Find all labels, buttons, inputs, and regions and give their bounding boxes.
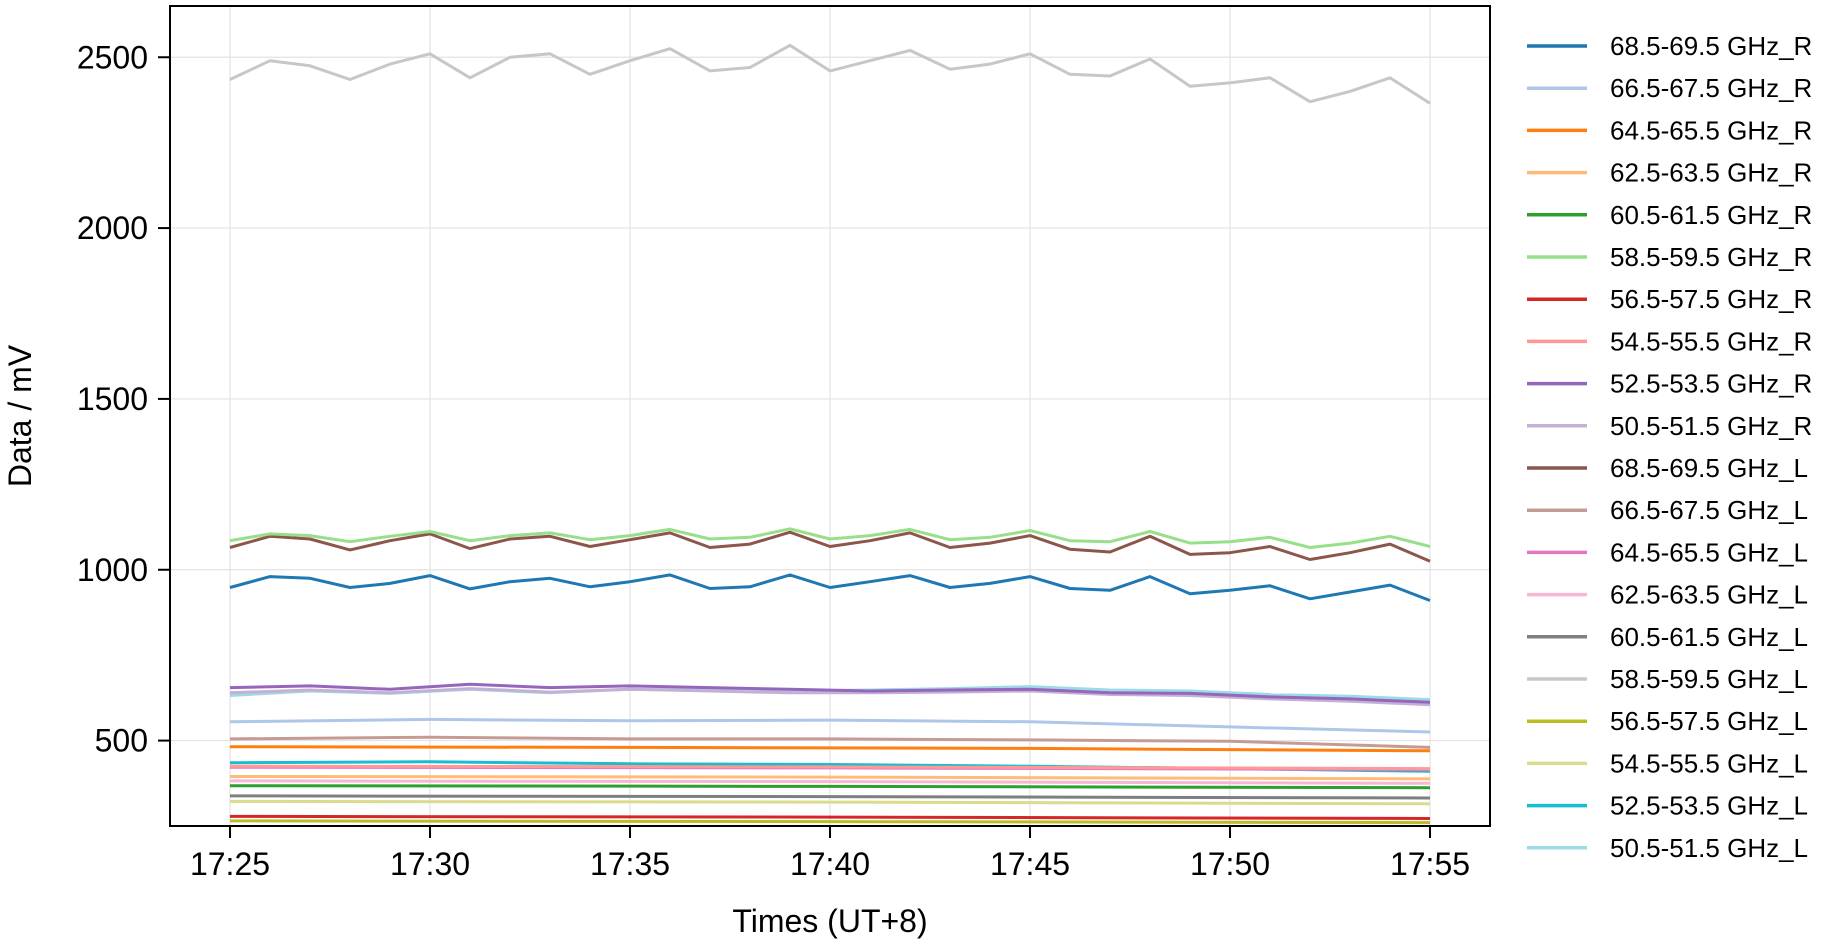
x-tick-label: 17:40 [790,846,870,882]
legend-label-11: 66.5-67.5 GHz_L [1610,495,1808,525]
legend: 68.5-69.5 GHz_R 66.5-67.5 GHz_R 64.5-65.5 … [1527,31,1812,863]
x-tick-label: 17:30 [390,846,470,882]
x-tick-label: 17:35 [590,846,670,882]
series-line-15 [229,43,1431,105]
series-line-7 [229,764,1431,771]
series-line-0 [229,573,1431,602]
series-line-11 [229,735,1431,749]
legend-label-8: 52.5-53.5 GHz_R [1610,369,1812,399]
grid-lines [170,6,1490,826]
y-tick-label: 1000 [77,552,148,588]
series-line-1 [229,717,1431,734]
legend-label-2: 64.5-65.5 GHz_R [1610,115,1812,145]
series-line-13 [229,779,1431,785]
legend-label-6: 56.5-57.5 GHz_R [1610,284,1812,314]
legend-label-18: 52.5-53.5 GHz_L [1610,791,1808,821]
y-tick-label: 2000 [77,210,148,246]
y-tick-label: 500 [95,723,148,759]
y-axis: 500 1000 1500 2000 2500 [77,39,170,759]
y-tick-label: 1500 [77,381,148,417]
series-line-5 [229,527,1431,549]
series-line-3 [229,775,1431,781]
legend-label-19: 50.5-51.5 GHz_L [1610,833,1808,863]
legend-label-14: 60.5-61.5 GHz_L [1610,622,1808,652]
y-tick-label: 2500 [77,39,148,75]
legend-label-1: 66.5-67.5 GHz_R [1610,73,1812,103]
legend-label-4: 60.5-61.5 GHz_R [1610,200,1812,230]
legend-label-0: 68.5-69.5 GHz_R [1610,31,1812,61]
series-line-17 [229,799,1431,806]
legend-label-15: 58.5-59.5 GHz_L [1610,664,1808,694]
legend-label-12: 64.5-65.5 GHz_L [1610,537,1808,567]
series-line-2 [229,745,1431,753]
x-tick-label: 17:55 [1390,846,1470,882]
x-axis: 17:25 17:30 17:35 17:40 17:45 17:50 17:55 [190,826,1470,882]
legend-label-10: 68.5-69.5 GHz_L [1610,453,1808,483]
x-tick-label: 17:25 [190,846,270,882]
x-tick-label: 17:45 [990,846,1070,882]
legend-label-5: 58.5-59.5 GHz_R [1610,242,1812,272]
legend-label-16: 56.5-57.5 GHz_L [1610,706,1808,736]
series-line-4 [229,784,1431,790]
legend-label-17: 54.5-55.5 GHz_L [1610,748,1808,778]
series-line-6 [229,814,1431,820]
x-axis-title: Times (UT+8) [732,903,927,939]
legend-label-9: 50.5-51.5 GHz_R [1610,411,1812,441]
x-tick-label: 17:50 [1190,846,1270,882]
series-line-8 [229,682,1431,704]
legend-label-7: 54.5-55.5 GHz_R [1610,326,1812,356]
series-line-9 [229,687,1431,707]
series-layer [229,43,1431,825]
series-line-16 [229,819,1431,825]
series-line-14 [229,794,1431,800]
legend-label-13: 62.5-63.5 GHz_L [1610,580,1808,610]
legend-label-3: 62.5-63.5 GHz_R [1610,158,1812,188]
series-line-10 [229,530,1431,563]
y-axis-title: Data / mV [2,344,38,487]
